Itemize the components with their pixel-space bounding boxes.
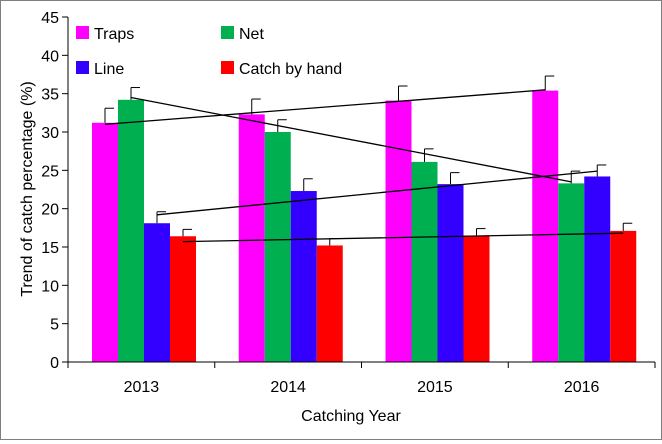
trend-lines — [104, 89, 624, 243]
y-tick-label: 35 — [41, 87, 59, 104]
y-tick-label: 30 — [41, 125, 59, 142]
bar — [437, 184, 464, 362]
trend-line — [156, 170, 598, 216]
bar — [92, 122, 118, 362]
y-tick-label: 10 — [41, 278, 59, 295]
legend-label: Line — [94, 61, 124, 78]
legend: Traps Net Line Catch by hand — [76, 26, 342, 78]
legend-swatch — [221, 26, 234, 39]
bar — [238, 114, 265, 362]
bar — [290, 191, 317, 362]
y-tick-label: 20 — [41, 202, 59, 219]
legend-swatch — [76, 26, 89, 39]
axes — [67, 17, 656, 368]
trend-line — [182, 232, 624, 243]
y-tick-label: 25 — [41, 163, 59, 180]
bar — [170, 236, 196, 362]
bar — [463, 235, 490, 362]
legend-label: Net — [239, 26, 264, 43]
bar — [558, 183, 585, 362]
y-tick-label: 45 — [41, 10, 59, 27]
bar — [411, 161, 438, 362]
x-tick-label: 2015 — [417, 379, 453, 396]
y-ticks — [62, 16, 68, 363]
y-tick-label: 15 — [41, 240, 59, 257]
y-tick-label: 5 — [50, 317, 59, 334]
bars — [92, 90, 637, 363]
y-tick-label: 40 — [41, 48, 59, 65]
trend-line — [104, 89, 546, 125]
x-tick-labels: 2013 2014 2015 2016 — [124, 379, 600, 396]
legend-label: Catch by hand — [239, 61, 342, 78]
bar — [385, 100, 412, 363]
bar — [584, 176, 611, 362]
y-tick-label: 0 — [50, 355, 59, 372]
bar — [316, 245, 343, 362]
x-tick-label: 2014 — [270, 379, 306, 396]
bar — [144, 223, 170, 362]
x-axis-title: Catching Year — [301, 408, 401, 425]
y-axis-title: Trend of catch percentage (%) — [19, 81, 36, 297]
legend-swatch — [221, 61, 234, 74]
legend-label: Traps — [94, 26, 134, 43]
x-tick-label: 2016 — [564, 379, 600, 396]
x-tick-label: 2013 — [124, 379, 160, 396]
y-tick-labels: 0 5 10 15 20 25 30 35 40 45 — [41, 10, 59, 372]
trend-line — [130, 96, 572, 183]
bar — [264, 132, 291, 362]
bar — [118, 99, 144, 363]
bar — [610, 230, 637, 362]
bar — [532, 90, 559, 362]
legend-swatch — [76, 61, 89, 74]
